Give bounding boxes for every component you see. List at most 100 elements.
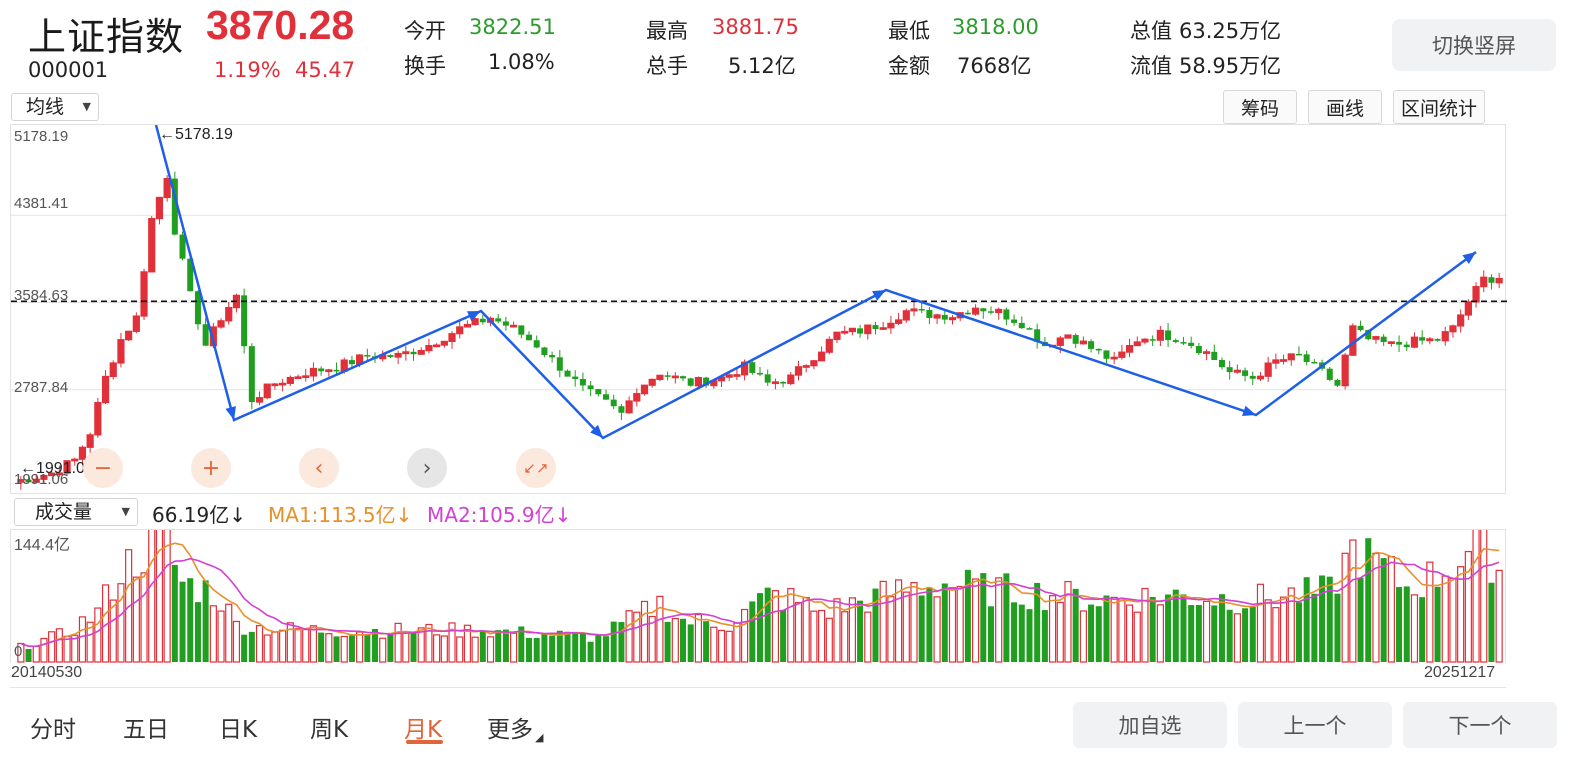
candle-down [1003, 309, 1010, 320]
volume-bar-up [1272, 607, 1280, 663]
tab-more[interactable]: 更多 ◢ [487, 710, 543, 744]
candle-down [248, 346, 255, 403]
candle-down [918, 309, 925, 311]
volume-bar-up [302, 628, 310, 663]
volume-bar-up [894, 579, 903, 663]
previous-button[interactable]: 上一个 [1238, 702, 1392, 748]
tab-weekly-k[interactable]: 周K [310, 717, 349, 743]
ma-select[interactable]: 均线 ▼ [11, 93, 99, 121]
candle-up [402, 351, 410, 355]
amount-label: 金额 [888, 54, 930, 78]
candle-up [148, 218, 156, 273]
volume-bar-down [1403, 586, 1410, 662]
volume-bar-down [664, 621, 671, 662]
candle-up [101, 375, 110, 404]
low-value: 3818.00 [952, 15, 1039, 39]
indicator-select[interactable]: 成交量 ▼ [14, 498, 138, 526]
volume-bar-down [756, 593, 764, 662]
volume-bar-down [1018, 604, 1025, 662]
candle-up [117, 339, 125, 364]
volume-chart-panel[interactable] [10, 529, 1506, 663]
trend-line [154, 125, 1477, 440]
range-stats-button[interactable]: 区间统计 [1393, 90, 1485, 124]
volume-bar-up [825, 617, 833, 663]
volume-bar-up [440, 635, 448, 663]
candle-down [610, 399, 617, 407]
candle-down [1249, 375, 1256, 379]
zoom-out-icon[interactable]: − [83, 448, 123, 488]
switch-portrait-button[interactable]: 切换竖屏 [1392, 19, 1556, 71]
scroll-left-icon[interactable]: ‹ [299, 448, 339, 488]
y-label-bottom: 1991.06 [14, 471, 69, 488]
volume-bar-up [1426, 561, 1434, 663]
candle-up [1279, 359, 1288, 362]
tab-five-day[interactable]: 五日 [123, 717, 169, 743]
candle-up [155, 196, 164, 220]
candle-down [1095, 348, 1102, 351]
candle-up [1202, 351, 1211, 354]
candle-down [187, 258, 194, 292]
zoom-in-icon[interactable]: + [191, 448, 231, 488]
change-percent: 1.19% [214, 58, 281, 82]
float-cap-label: 流值 [1130, 54, 1172, 78]
candle-up [417, 350, 425, 355]
candle-down [1072, 335, 1079, 344]
volume-bar-up [55, 628, 63, 663]
volume-ma2: MA2:105.9亿↓ [427, 503, 572, 527]
price-chart-panel[interactable] [10, 124, 1507, 494]
volume-bar-down [1396, 587, 1403, 662]
volume-bar-down [1334, 593, 1341, 662]
candle-down [764, 374, 771, 383]
tab-monthly-k[interactable]: 月K [404, 717, 443, 743]
volume-bar-up [1048, 595, 1057, 663]
volume-bar-up [1110, 596, 1118, 663]
volume-current: 66.19亿↓ [152, 503, 247, 527]
next-button[interactable]: 下一个 [1403, 702, 1557, 748]
volume-bar-up [694, 613, 703, 663]
volume-bar-down [533, 637, 540, 662]
candle-down [179, 234, 186, 259]
volume-bar-down [495, 630, 502, 662]
turnover-value: 1.08% [488, 50, 555, 74]
volume-bar-up [948, 587, 957, 663]
candle-up [933, 314, 941, 319]
tab-daily-k[interactable]: 日K [219, 717, 258, 743]
volume-bar-up [402, 632, 410, 663]
volume-bar-up [802, 596, 810, 663]
candle-up [217, 320, 225, 328]
volume-bar-down [1357, 577, 1364, 662]
collapse-icon[interactable]: ↙↗ [516, 448, 556, 488]
add-watchlist-button[interactable]: 加自选 [1073, 702, 1227, 748]
candle-up [902, 310, 910, 321]
candle-up [1156, 329, 1164, 341]
volume-bar-down [749, 601, 756, 662]
volume-bar-down [387, 634, 394, 662]
volume-bar-up [887, 596, 895, 663]
tab-intraday[interactable]: 分时 [30, 717, 76, 743]
volume-bar-up [340, 635, 348, 663]
total-cap-label: 总值 [1130, 19, 1172, 43]
volume-bar-up [1387, 555, 1395, 663]
end-date: 20251217 [1424, 664, 1496, 681]
candle-up [86, 434, 94, 448]
candle-up [1118, 351, 1126, 358]
y-label-4: 2787.84 [14, 379, 69, 396]
chips-button[interactable]: 筹码 [1223, 90, 1297, 124]
candle-down [964, 312, 971, 315]
volume-bar-down [587, 641, 594, 662]
volume-chart [17, 530, 1503, 663]
draw-line-button[interactable]: 画线 [1308, 90, 1382, 124]
volume-bar-up [848, 597, 856, 663]
volume-bar-up [1118, 598, 1126, 663]
candle-up [887, 322, 895, 329]
candle-up [1079, 340, 1087, 345]
candle-up [425, 345, 433, 352]
candle-up [733, 374, 741, 377]
volume-bar-up [1480, 530, 1488, 663]
candle-up [794, 366, 803, 376]
candle-up [132, 315, 140, 332]
candle-up [463, 323, 472, 328]
candle-down [1172, 340, 1179, 343]
scroll-right-icon[interactable]: › [407, 448, 447, 488]
volume-bar-up [163, 530, 171, 663]
